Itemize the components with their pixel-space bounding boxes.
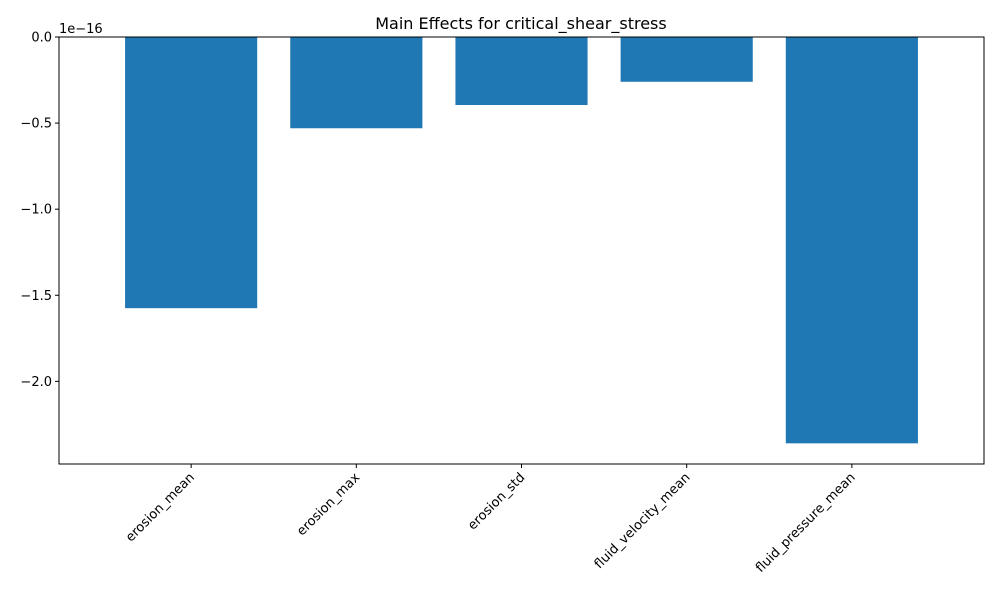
bar-erosion-std <box>455 37 588 106</box>
y-tick-label: −0.5 <box>20 117 52 132</box>
chart-title: Main Effects for critical_shear_stress <box>375 14 666 34</box>
x-tick-label: erosion_std <box>465 470 528 533</box>
x-ticks-layer: erosion_mean erosion_max erosion_std fluid_… <box>123 464 859 576</box>
y-ticks-layer: 0.0 −0.5 −1.0 −1.5 −2.0 <box>20 31 59 390</box>
x-tick-label: erosion_mean <box>123 470 198 545</box>
x-tick-label: fluid_velocity_mean <box>592 470 694 572</box>
y-tick-label: −1.5 <box>20 289 52 304</box>
bar-fluid-pressure-mean <box>785 37 918 444</box>
bar-erosion-mean <box>125 37 258 309</box>
bar-erosion-max <box>290 37 423 129</box>
y-tick-label: −1.0 <box>20 203 52 218</box>
y-tick-label: −2.0 <box>20 375 52 390</box>
y-axis-offset-label: 1e−16 <box>59 22 103 37</box>
bar-fluid-velocity-mean <box>620 37 753 82</box>
bars-layer <box>125 37 918 444</box>
x-tick-label: erosion_max <box>294 470 363 539</box>
y-tick-label: 0.0 <box>31 31 52 46</box>
x-tick-label: fluid_pressure_mean <box>753 470 859 576</box>
